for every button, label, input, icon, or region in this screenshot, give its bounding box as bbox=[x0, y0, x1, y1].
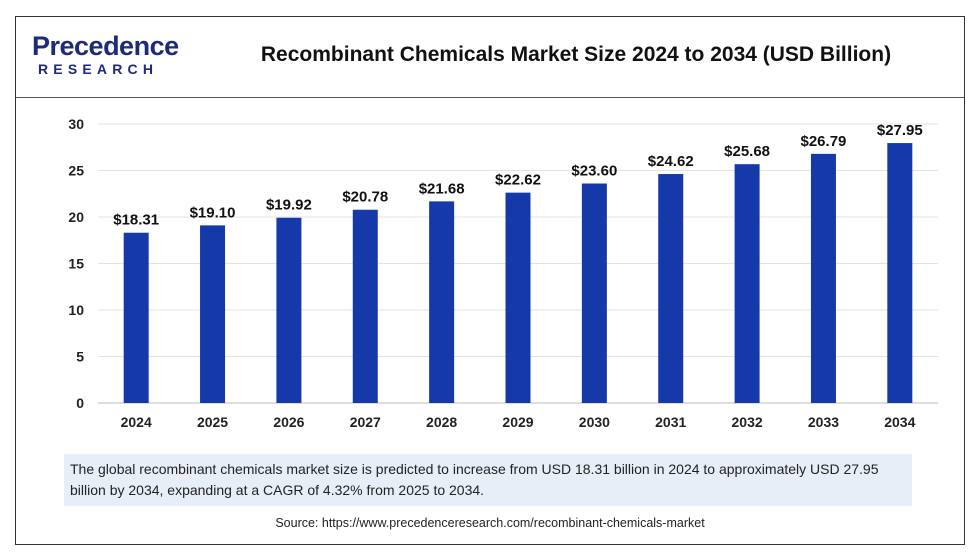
data-label-2028: $21.68 bbox=[419, 180, 465, 197]
bar-2028 bbox=[429, 201, 455, 403]
data-label-2029: $22.62 bbox=[495, 172, 541, 189]
x-tick-label-2024: 2024 bbox=[121, 414, 152, 430]
y-tick-label: 30 bbox=[68, 116, 84, 132]
brand-logo: Precedence RESEARCH bbox=[32, 31, 192, 83]
bar-2032 bbox=[734, 164, 760, 403]
bar-2024 bbox=[123, 232, 149, 403]
x-tick-label-2031: 2031 bbox=[655, 414, 686, 430]
x-tick-label-2028: 2028 bbox=[426, 414, 457, 430]
bar-2027 bbox=[352, 209, 378, 403]
x-tick-label-2026: 2026 bbox=[273, 414, 304, 430]
data-label-2024: $18.31 bbox=[113, 212, 159, 229]
x-tick-label-2025: 2025 bbox=[197, 414, 228, 430]
logo-wordmark: Precedence bbox=[32, 31, 179, 61]
caption-box: The global recombinant chemicals market … bbox=[64, 454, 912, 506]
bar-2025 bbox=[200, 225, 226, 403]
x-tick-label-2034: 2034 bbox=[884, 414, 915, 430]
source-text: Source: https://www.precedenceresearch.c… bbox=[275, 516, 705, 530]
bar-chart: 051015202530$18.312024$19.102025$19.9220… bbox=[68, 116, 938, 430]
data-label-2034: $27.95 bbox=[877, 122, 923, 139]
data-label-2030: $23.60 bbox=[571, 163, 617, 180]
bar-2034 bbox=[887, 143, 913, 403]
bar-2029 bbox=[505, 192, 531, 403]
y-tick-label: 5 bbox=[76, 349, 84, 365]
chart-card: Precedence RESEARCH Recombinant Chemical… bbox=[15, 16, 965, 545]
data-label-2026: $19.92 bbox=[266, 197, 312, 214]
y-tick-label: 25 bbox=[68, 163, 84, 179]
data-label-2033: $26.79 bbox=[801, 133, 847, 150]
y-tick-label: 10 bbox=[68, 302, 84, 318]
bar-2026 bbox=[276, 217, 302, 403]
x-tick-label-2029: 2029 bbox=[502, 414, 533, 430]
x-tick-label-2027: 2027 bbox=[350, 414, 381, 430]
logo-subtitle: RESEARCH bbox=[38, 61, 159, 77]
data-label-2027: $20.78 bbox=[342, 189, 388, 206]
y-tick-label: 20 bbox=[68, 209, 84, 225]
caption-text: The global recombinant chemicals market … bbox=[70, 461, 879, 498]
x-tick-label-2030: 2030 bbox=[579, 414, 610, 430]
x-tick-label-2032: 2032 bbox=[732, 414, 763, 430]
bar-2033 bbox=[810, 153, 836, 403]
header: Precedence RESEARCH Recombinant Chemical… bbox=[16, 17, 964, 98]
bar-2031 bbox=[658, 174, 684, 403]
data-label-2032: $25.68 bbox=[724, 143, 770, 160]
y-tick-label: 0 bbox=[76, 395, 84, 411]
data-label-2025: $19.10 bbox=[190, 204, 236, 221]
bar-2030 bbox=[581, 183, 607, 403]
x-tick-label-2033: 2033 bbox=[808, 414, 839, 430]
data-label-2031: $24.62 bbox=[648, 153, 694, 170]
y-tick-label: 15 bbox=[68, 256, 84, 272]
chart-title: Recombinant Chemicals Market Size 2024 t… bbox=[260, 43, 892, 66]
